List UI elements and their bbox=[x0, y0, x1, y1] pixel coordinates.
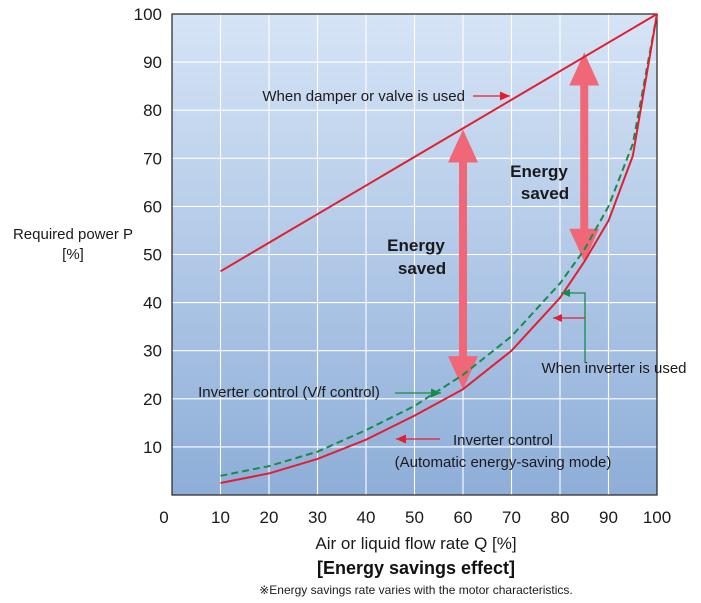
y-tick-label: 70 bbox=[143, 149, 162, 168]
plot-frame bbox=[171, 13, 658, 496]
vf-pointer-head bbox=[431, 388, 441, 398]
y-tick-label: 100 bbox=[134, 5, 162, 24]
energy-saved-label-left-line2: saved bbox=[398, 259, 446, 278]
series-line-damper bbox=[219, 13, 658, 273]
y-axis-label-line1: Required power P bbox=[13, 226, 133, 243]
x-axis-ticks: 0 10 20 30 40 50 60 70 80 90 100 bbox=[159, 508, 671, 527]
energy-saved-arrows bbox=[448, 52, 600, 390]
vf-control-label: Inverter control (V/f control) bbox=[198, 384, 380, 401]
auto-mode-label-line2: (Automatic energy-saving mode) bbox=[395, 454, 612, 471]
x-tick-label: 0 bbox=[159, 508, 168, 527]
y-tick-label: 80 bbox=[143, 101, 162, 120]
y-axis-ticks: 10 20 30 40 50 60 70 80 90 100 bbox=[134, 5, 162, 457]
chart-title: [Energy savings effect] bbox=[317, 558, 515, 578]
energy-saved-label-right-line2: saved bbox=[521, 184, 569, 203]
x-tick-label: 70 bbox=[502, 508, 521, 527]
series-line-auto bbox=[220, 13, 658, 484]
y-tick-label: 20 bbox=[143, 390, 162, 409]
y-tick-label: 60 bbox=[143, 197, 162, 216]
inverter-used-pointer-green-head bbox=[561, 289, 570, 297]
damper-pointer-head bbox=[500, 91, 510, 101]
auto-mode-label-line1: Inverter control bbox=[453, 432, 553, 449]
auto-pointer-head bbox=[396, 434, 406, 444]
y-tick-label: 10 bbox=[143, 438, 162, 457]
chart-note: ※Energy savings rate varies with the mot… bbox=[259, 583, 573, 597]
x-tick-label: 40 bbox=[357, 508, 376, 527]
x-tick-label: 30 bbox=[308, 508, 327, 527]
energy-saved-label-left-line1: Energy bbox=[387, 236, 445, 255]
energy-saved-arrow bbox=[448, 129, 478, 390]
x-tick-label: 80 bbox=[551, 508, 570, 527]
y-tick-label: 50 bbox=[143, 246, 162, 265]
grid bbox=[172, 14, 657, 495]
energy-saved-arrow bbox=[569, 52, 600, 262]
x-tick-label: 10 bbox=[211, 508, 230, 527]
series-lines bbox=[219, 13, 658, 484]
x-axis-label: Air or liquid flow rate Q [%] bbox=[315, 534, 516, 553]
x-tick-label: 50 bbox=[405, 508, 424, 527]
y-tick-label: 30 bbox=[143, 342, 162, 361]
damper-label: When damper or valve is used bbox=[262, 88, 465, 105]
annotation-pointers bbox=[395, 91, 586, 444]
x-tick-label: 90 bbox=[599, 508, 618, 527]
x-tick-label: 100 bbox=[643, 508, 671, 527]
series-line-vf bbox=[220, 13, 658, 477]
inverter-used-label: When inverter is used bbox=[541, 360, 686, 377]
x-tick-label: 60 bbox=[454, 508, 473, 527]
y-tick-label: 40 bbox=[143, 294, 162, 313]
x-tick-label: 20 bbox=[260, 508, 279, 527]
inverter-used-pointer-red-head bbox=[553, 314, 562, 322]
y-tick-label: 90 bbox=[143, 53, 162, 72]
energy-saved-label-right-line1: Energy bbox=[510, 162, 568, 181]
y-axis-label-line2: [%] bbox=[62, 246, 84, 263]
